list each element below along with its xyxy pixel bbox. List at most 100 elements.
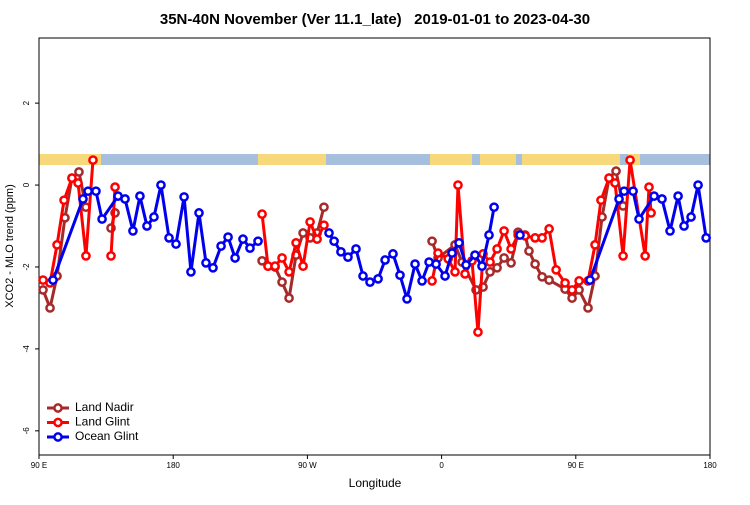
point — [611, 166, 621, 176]
legend-label: Ocean Glint — [75, 429, 139, 443]
point — [657, 194, 667, 204]
point — [257, 255, 267, 266]
point — [665, 226, 675, 236]
x-axis-label: Longitude — [349, 476, 402, 490]
point — [230, 253, 240, 263]
point — [537, 233, 547, 243]
point — [484, 230, 494, 240]
point — [253, 236, 263, 247]
point — [524, 246, 534, 256]
point — [257, 209, 267, 219]
point — [640, 251, 650, 261]
point — [625, 155, 635, 165]
legend-label: Land Nadir — [75, 400, 134, 414]
land-mask-band — [39, 154, 710, 165]
y-tick-label: -4 — [22, 345, 31, 353]
x-tick-label: 90 E — [31, 461, 47, 470]
point — [679, 221, 689, 231]
point — [506, 244, 516, 254]
point — [628, 186, 638, 197]
point — [171, 239, 181, 249]
point — [610, 178, 620, 188]
point — [506, 258, 516, 268]
point — [499, 253, 509, 263]
point — [277, 253, 287, 263]
point — [298, 228, 308, 238]
point — [343, 252, 353, 263]
point — [365, 277, 375, 287]
chart-title: 35N-40N November (Ver 11.1_late) 2019-01… — [160, 11, 590, 28]
point — [644, 182, 654, 192]
point — [450, 267, 460, 277]
point — [52, 240, 62, 250]
point — [614, 194, 624, 204]
point — [673, 191, 683, 201]
point — [567, 293, 577, 303]
point — [245, 243, 255, 253]
point — [427, 276, 437, 286]
point — [470, 250, 480, 260]
x-tick-label: 90 E — [568, 461, 584, 470]
point — [440, 271, 450, 281]
y-tick-label: 0 — [22, 182, 31, 187]
point — [186, 267, 196, 277]
point — [149, 212, 159, 222]
point — [693, 180, 703, 190]
point — [649, 191, 659, 201]
point — [583, 303, 593, 313]
point — [291, 237, 301, 248]
plot-frame — [38, 37, 711, 456]
point — [88, 155, 98, 165]
point — [447, 248, 457, 258]
point — [388, 249, 398, 259]
point — [164, 233, 174, 243]
point — [329, 236, 339, 247]
y-tick-label: 2 — [22, 100, 31, 105]
point — [431, 259, 441, 269]
point — [351, 244, 361, 254]
point — [544, 275, 554, 285]
point — [560, 278, 570, 288]
point — [646, 208, 656, 218]
point — [618, 251, 628, 261]
point — [686, 212, 696, 222]
point — [81, 251, 91, 261]
point — [73, 178, 83, 188]
legend-marker — [53, 417, 63, 428]
point — [298, 261, 308, 272]
point — [489, 202, 499, 213]
point — [530, 259, 540, 269]
point — [59, 195, 69, 206]
point — [590, 240, 600, 250]
legend-marker — [53, 403, 63, 413]
legend-marker — [53, 432, 63, 442]
point — [454, 237, 464, 248]
series-line — [42, 158, 653, 334]
point — [634, 214, 644, 224]
point — [410, 259, 420, 269]
point — [83, 186, 93, 197]
point — [110, 182, 120, 192]
point — [477, 261, 487, 272]
point — [619, 186, 629, 197]
point — [551, 264, 561, 275]
point — [453, 180, 463, 190]
point — [473, 327, 483, 337]
y-tick-label: -2 — [22, 263, 31, 271]
point — [417, 276, 427, 286]
point — [97, 214, 107, 224]
point — [48, 275, 58, 285]
point — [223, 232, 233, 242]
point — [142, 221, 152, 231]
point — [319, 220, 329, 231]
point — [461, 260, 471, 270]
x-tick-label: 180 — [703, 461, 717, 470]
point — [460, 269, 470, 279]
point — [402, 294, 412, 304]
point — [128, 226, 138, 236]
point — [135, 191, 145, 201]
point — [336, 246, 346, 257]
point — [574, 276, 584, 286]
point — [67, 173, 77, 183]
